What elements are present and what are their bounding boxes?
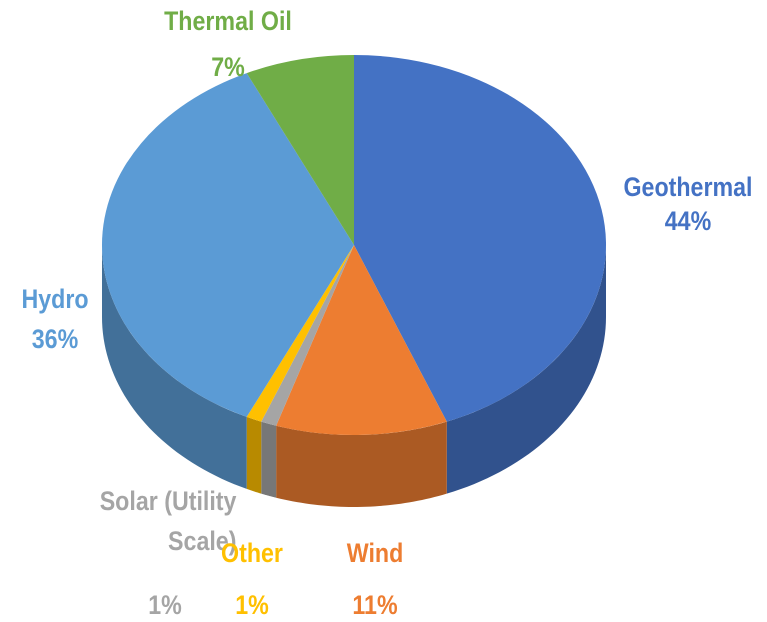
geothermal-label: Geothermal 44% <box>619 170 757 238</box>
solar-label: Solar (Utility Scale) <box>46 484 237 558</box>
pie-slice-thermal-oil <box>246 55 354 245</box>
pie-side-solar-utility-scale- <box>261 421 277 498</box>
thermal-oil-name: Thermal Oil <box>164 6 292 36</box>
pie-slice-solar-utility-scale- <box>261 245 354 426</box>
other-label: Other 1% <box>209 536 295 622</box>
other-percent: 1% <box>235 590 269 620</box>
geothermal-percent: 44% <box>664 206 712 236</box>
geothermal-name: Geothermal <box>623 172 753 202</box>
thermal-oil-percent: 7% <box>211 52 245 82</box>
pie-side-hydro <box>102 245 247 489</box>
wind-name: Wind <box>346 538 404 568</box>
pie-slice-other <box>246 245 354 422</box>
solar-percent: 1% <box>148 590 182 620</box>
pie-slice-geothermal <box>354 55 607 422</box>
pie-side-geothermal <box>446 245 606 494</box>
hydro-percent: 36% <box>31 324 79 354</box>
pie-side-wind <box>276 421 447 507</box>
hydro-name: Hydro <box>21 284 89 314</box>
other-name: Other <box>221 538 283 568</box>
pie-slice-hydro <box>101 73 354 417</box>
hydro-label: Hydro 36% <box>8 282 103 356</box>
solar-name-line2: Scale) <box>168 526 237 556</box>
wind-percent: 11% <box>352 590 398 620</box>
pie-slice-wind <box>276 245 447 436</box>
pie-side-other <box>246 416 262 494</box>
wind-label: Wind 11% <box>328 536 423 622</box>
solar-name-line1: Solar (Utility <box>99 486 237 516</box>
thermal-oil-label: Thermal Oil 7% <box>151 4 306 84</box>
